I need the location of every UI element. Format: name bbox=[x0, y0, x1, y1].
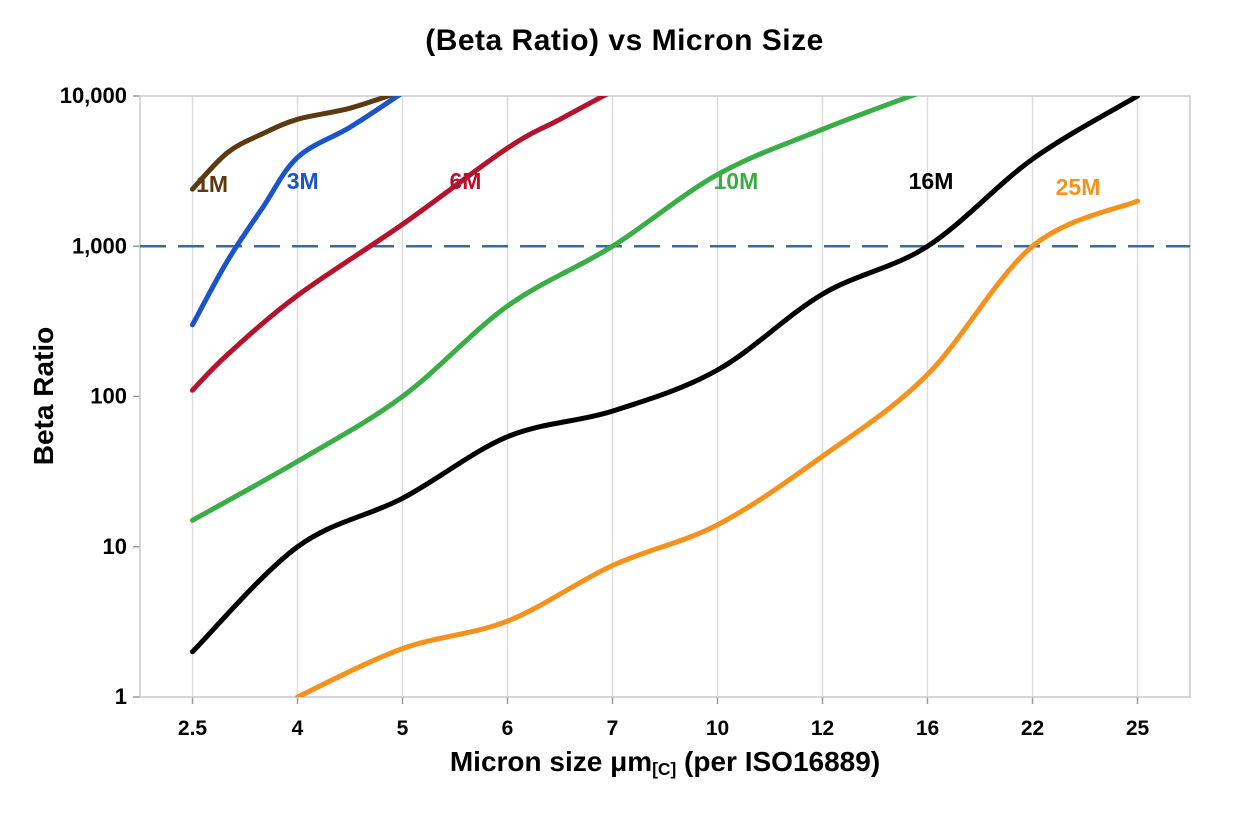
x-tick-label: 22 bbox=[1021, 717, 1044, 740]
x-tick-label: 10 bbox=[706, 717, 729, 740]
chart-title: (Beta Ratio) vs Micron Size bbox=[425, 24, 824, 57]
y-tick-label: 10,000 bbox=[60, 83, 127, 108]
x-axis-title-rest: (per ISO16889) bbox=[676, 746, 881, 777]
x-tick-label: 2.5 bbox=[178, 717, 208, 740]
series-label-1M: 1M bbox=[196, 171, 228, 197]
plot-border bbox=[139, 95, 1191, 698]
series-label-25M: 25M bbox=[1056, 174, 1101, 200]
series-line-16M bbox=[190, 96, 1140, 655]
series-line-25M bbox=[295, 198, 1140, 697]
x-axis-title-subscript: [C] bbox=[652, 758, 677, 779]
x-tick-label: 25 bbox=[1126, 717, 1150, 740]
x-tick-labels: 2.5 4 5 6 7 10 12 16 22 25 bbox=[178, 717, 1150, 740]
series-labels: 1M 3M 6M 10M 16M 25M bbox=[196, 168, 1100, 200]
axis-ticks bbox=[133, 95, 1139, 704]
x-tick-label: 7 bbox=[607, 717, 619, 740]
x-axis-title-main: Micron size μm bbox=[449, 746, 653, 777]
series-line-6M bbox=[190, 96, 609, 393]
y-tick-label: 10 bbox=[103, 534, 127, 559]
series-line-10M bbox=[190, 96, 918, 523]
y-tick-label: 1 bbox=[115, 684, 127, 709]
x-tick-label: 12 bbox=[811, 717, 834, 740]
x-tick-label: 5 bbox=[397, 717, 409, 740]
x-tick-label: 4 bbox=[292, 717, 304, 740]
gridlines bbox=[191, 96, 1139, 697]
x-tick-label: 6 bbox=[502, 717, 514, 740]
series-label-10M: 10M bbox=[714, 168, 759, 194]
x-axis-title: Micron size μm[C] (per ISO16889) bbox=[140, 746, 1190, 780]
series-label-16M: 16M bbox=[909, 168, 954, 194]
y-tick-labels: 1 10 100 1,000 10,000 bbox=[60, 83, 127, 709]
x-tick-label: 16 bbox=[916, 717, 939, 740]
series-line-1M bbox=[190, 96, 396, 192]
y-tick-label: 100 bbox=[90, 384, 127, 409]
series-label-6M: 6M bbox=[450, 168, 482, 194]
series-line-3M bbox=[190, 96, 403, 328]
series-label-3M: 3M bbox=[287, 168, 319, 194]
series-lines bbox=[190, 96, 1140, 697]
y-tick-label: 1,000 bbox=[72, 233, 127, 258]
